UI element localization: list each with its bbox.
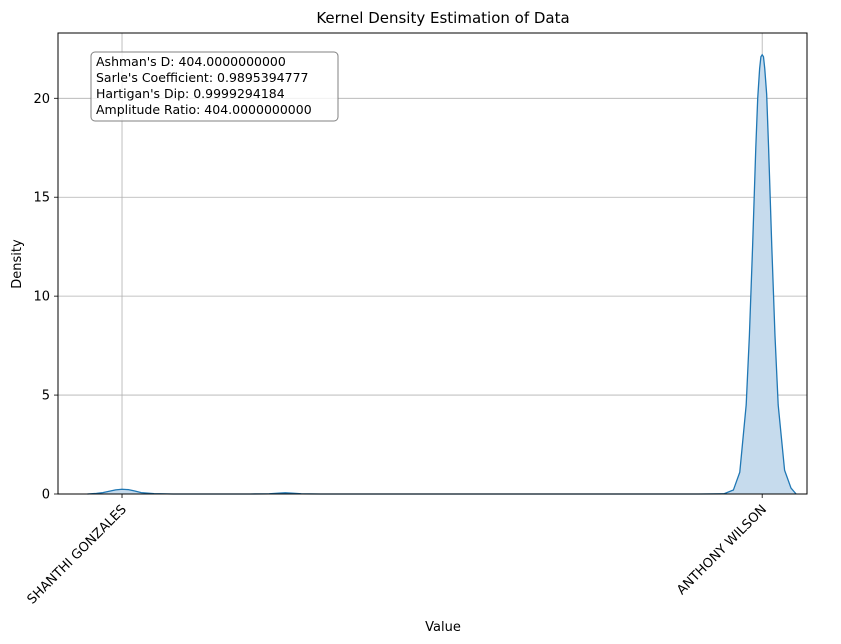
y-tick-label: 0 bbox=[42, 488, 50, 503]
x-axis-ticks: SHANTHI GONZALES ANTHONY WILSON bbox=[25, 494, 770, 607]
y-axis-label: Density bbox=[10, 239, 25, 289]
y-tick-label: 5 bbox=[42, 389, 50, 404]
y-tick-label: 10 bbox=[33, 290, 50, 305]
stats-annotation: Ashman's D: 404.0000000000 Sarle's Coeff… bbox=[90, 51, 339, 122]
stat-ashman-d: Ashman's D: 404.0000000000 bbox=[96, 54, 286, 69]
stat-sarle-coefficient: Sarle's Coefficient: 0.9895394777 bbox=[96, 70, 308, 85]
stat-amplitude-ratio: Amplitude Ratio: 404.0000000000 bbox=[96, 102, 312, 117]
y-tick-label: 15 bbox=[33, 191, 50, 206]
stats-box bbox=[90, 51, 339, 122]
x-tick-label: ANTHONY WILSON bbox=[674, 502, 770, 598]
x-axis-label: Value bbox=[425, 620, 461, 635]
y-axis-ticks: 0 5 10 15 20 bbox=[33, 92, 58, 503]
stat-hartigan-dip: Hartigan's Dip: 0.9999294184 bbox=[96, 86, 285, 101]
x-tick-label: SHANTHI GONZALES bbox=[25, 502, 130, 607]
y-tick-label: 20 bbox=[33, 92, 50, 107]
chart-title: Kernel Density Estimation of Data bbox=[316, 9, 569, 27]
plot-frame bbox=[57, 32, 808, 495]
